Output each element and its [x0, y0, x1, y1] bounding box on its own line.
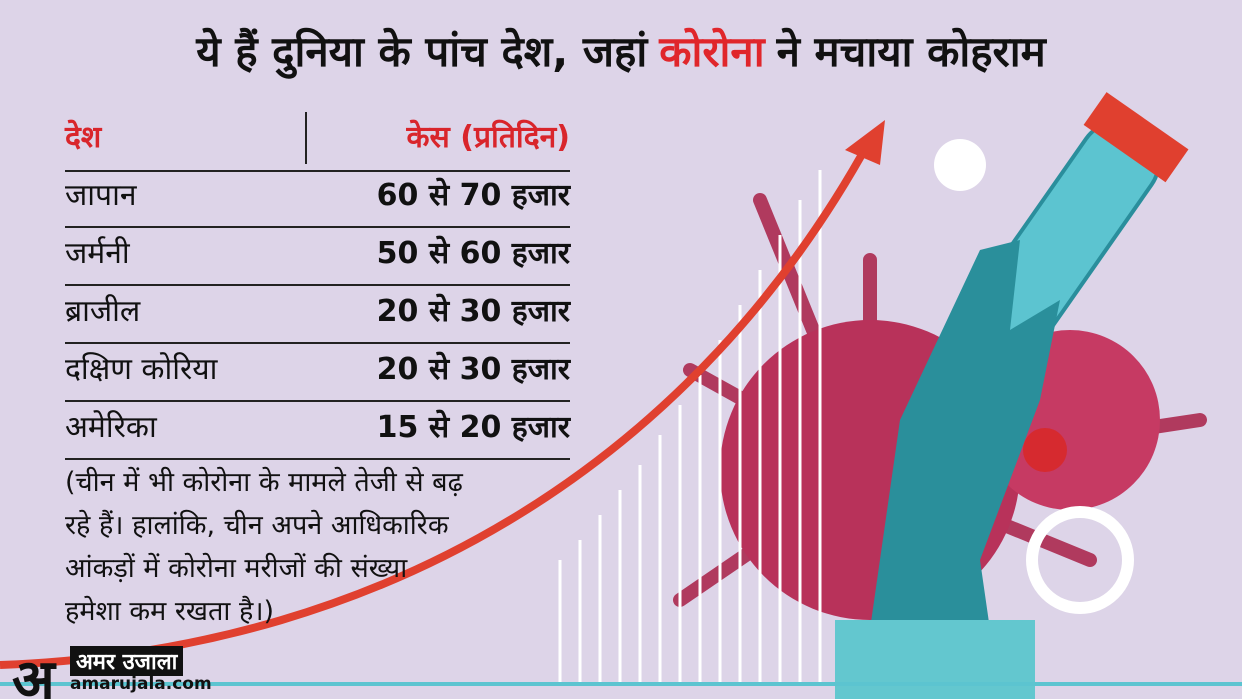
note-line: (चीन में भी कोरोना के मामले तेजी से बढ़ — [65, 467, 463, 498]
title-part: ये हैं दुनिया के पांच देश, जहां — [196, 27, 648, 76]
title-part: ने मचाया कोहराम — [776, 27, 1046, 76]
cases: 20 से 30 हजार — [376, 294, 570, 329]
logo-site: amarujala.com — [70, 674, 212, 694]
row-rule — [65, 458, 570, 460]
note-line: आंकड़ों में कोरोना मरीजों की संख्या — [65, 553, 408, 584]
arrow-head — [845, 120, 885, 165]
bottom-rule — [0, 682, 1242, 686]
row-rule — [65, 400, 570, 402]
country: अमेरिका — [65, 410, 157, 445]
title-highlight: कोरोना — [659, 27, 765, 76]
column-header: केस (प्रतिदिन) — [406, 120, 570, 155]
cuff — [835, 620, 1035, 699]
cases: 20 से 30 हजार — [376, 352, 570, 387]
row-rule — [65, 284, 570, 286]
country: जर्मनी — [65, 236, 130, 271]
glove — [860, 240, 1060, 699]
cases: 50 से 60 हजार — [376, 236, 570, 271]
country: जापान — [65, 178, 137, 213]
cases: 60 से 70 हजार — [376, 178, 570, 213]
country: ब्राजील — [65, 294, 141, 329]
bars — [558, 170, 822, 685]
column-header: देश — [65, 120, 102, 155]
logo-mark: अ — [12, 648, 55, 699]
logo-name: अमर उजाला — [70, 646, 184, 676]
row-rule — [65, 170, 570, 172]
row-rule — [65, 226, 570, 228]
cases: 15 से 20 हजार — [376, 410, 570, 445]
note-line: रहे हैं। हालांकि, चीन अपने आधिकारिक — [65, 510, 449, 541]
virus-outline — [1026, 506, 1134, 614]
note-line: हमेशा कम रखता है।) — [65, 596, 275, 627]
country: दक्षिण कोरिया — [65, 352, 218, 387]
row-rule — [65, 342, 570, 344]
virus-small — [1023, 428, 1067, 472]
title: ये हैं दुनिया के पांच देश, जहां कोरोना ने … — [0, 22, 1242, 79]
column-divider — [305, 112, 307, 164]
virus-small — [934, 139, 986, 191]
